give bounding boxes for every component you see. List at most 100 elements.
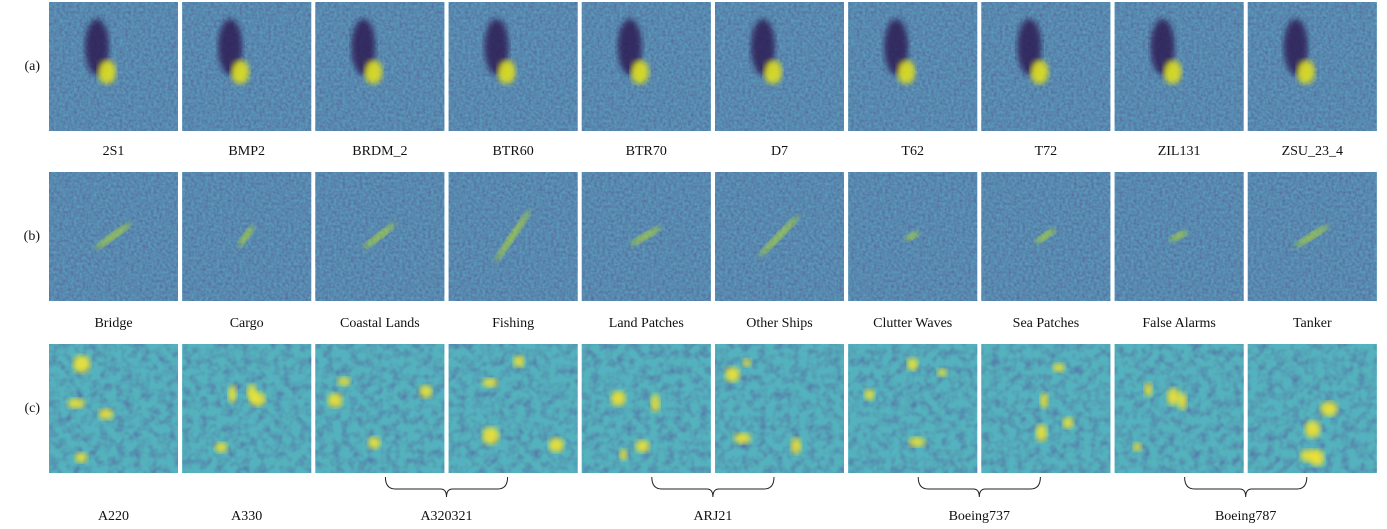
scatter — [1320, 401, 1337, 416]
sar-image — [49, 172, 178, 301]
sar-image — [182, 172, 311, 301]
caption: A220 — [98, 509, 129, 524]
sar-image — [49, 344, 178, 473]
caption: ARJ21 — [693, 509, 732, 524]
sar-image — [848, 172, 977, 301]
scatter — [611, 391, 626, 406]
scatter — [734, 433, 751, 444]
image-noise — [182, 344, 311, 473]
sar-image — [715, 172, 844, 301]
scatter — [338, 377, 351, 386]
sar-image — [1115, 172, 1244, 301]
target — [1164, 60, 1182, 84]
scatter — [1310, 450, 1324, 466]
image-noise — [49, 344, 178, 473]
target — [231, 60, 249, 84]
sar-image — [582, 2, 711, 131]
row-label: (a) — [24, 59, 40, 74]
target — [498, 60, 516, 84]
caption: Coastal Lands — [340, 316, 420, 331]
brace — [1185, 477, 1307, 497]
sar-image — [1115, 2, 1244, 131]
target — [897, 60, 915, 84]
target — [1297, 60, 1315, 84]
scatter — [651, 394, 660, 412]
target — [764, 60, 782, 84]
caption: T72 — [1035, 144, 1058, 159]
caption: Fishing — [492, 316, 534, 331]
scatter — [1036, 424, 1047, 441]
scatter — [328, 393, 343, 407]
sar-image — [315, 344, 444, 473]
caption: T62 — [901, 144, 924, 159]
scatter — [909, 437, 925, 446]
sar-image — [1115, 344, 1244, 473]
sar-image — [582, 172, 711, 301]
row-label: (c) — [24, 401, 40, 416]
sar-image — [715, 2, 844, 131]
sar-image — [715, 344, 844, 473]
image-noise — [981, 344, 1110, 473]
scatter — [368, 437, 381, 449]
sar-image — [315, 172, 444, 301]
sar-image — [981, 344, 1110, 473]
caption: BMP2 — [228, 144, 265, 159]
caption: BTR60 — [492, 144, 533, 159]
sar-image — [1248, 344, 1377, 473]
scatter — [67, 398, 85, 408]
sar-image — [449, 344, 578, 473]
caption: Sea Patches — [1013, 316, 1079, 331]
sar-image — [182, 344, 311, 473]
scatter — [725, 367, 740, 382]
caption: A330 — [231, 509, 262, 524]
scatter — [791, 438, 801, 454]
scatter — [742, 359, 751, 367]
caption: Bridge — [94, 316, 132, 331]
figure: (a)2S1BMP2BRDM_2BTR60BTR70D7T62T72ZIL131… — [0, 0, 1387, 529]
scatter — [1063, 417, 1074, 429]
sar-image — [981, 2, 1110, 131]
scatter — [99, 409, 114, 420]
caption: Boeing787 — [1215, 509, 1276, 524]
brace — [385, 477, 507, 497]
scatter — [215, 442, 228, 452]
target — [364, 60, 382, 84]
scatter — [250, 392, 266, 407]
caption: Clutter Waves — [873, 316, 952, 331]
caption: False Alarms — [1142, 316, 1216, 331]
caption: D7 — [771, 144, 788, 159]
scatter — [1133, 443, 1142, 452]
image-noise — [582, 344, 711, 473]
caption: ZSU_23_4 — [1282, 144, 1343, 159]
sar-image — [449, 172, 578, 301]
scatter — [75, 452, 87, 462]
caption: Land Patches — [609, 316, 684, 331]
scatter — [73, 355, 90, 373]
sar-image — [449, 2, 578, 131]
target — [1030, 60, 1048, 84]
sar-image — [1248, 2, 1377, 131]
target — [631, 60, 649, 84]
caption: 2S1 — [103, 144, 125, 159]
image-noise — [315, 344, 444, 473]
row-label: (b) — [24, 229, 41, 244]
scatter — [1053, 363, 1065, 372]
sar-image — [582, 344, 711, 473]
scatter — [864, 389, 874, 400]
sar-image — [182, 2, 311, 131]
image-noise — [715, 344, 844, 473]
scatter — [482, 427, 499, 445]
caption: Tanker — [1293, 316, 1332, 331]
sar-image — [981, 172, 1110, 301]
scatter — [1178, 393, 1187, 410]
image-noise — [449, 344, 578, 473]
caption: Boeing737 — [949, 509, 1010, 524]
sar-image — [49, 2, 178, 131]
caption: BTR70 — [626, 144, 667, 159]
sar-image — [1248, 172, 1377, 301]
scatter — [1040, 393, 1048, 409]
scatter — [635, 440, 649, 453]
scatter — [482, 378, 497, 387]
scatter — [228, 385, 237, 402]
brace — [918, 477, 1040, 497]
